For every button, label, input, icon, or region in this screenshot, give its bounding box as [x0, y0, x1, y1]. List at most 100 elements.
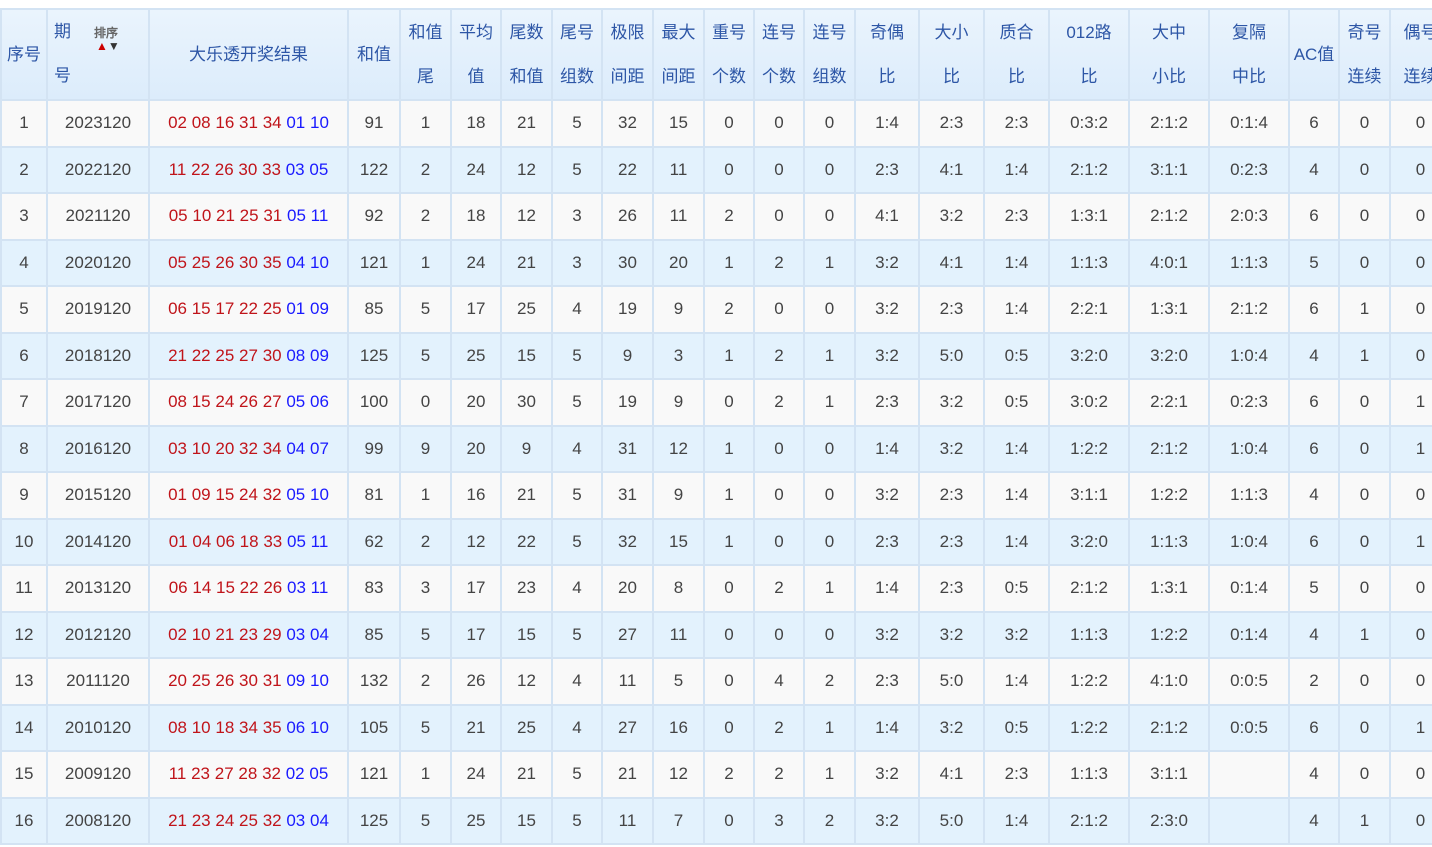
cell-odd-consec: 0: [1338, 657, 1391, 706]
red-ball-number: 08: [168, 392, 187, 412]
cell-consec-count: 0: [753, 145, 805, 194]
cell-sum: 91: [347, 99, 401, 148]
cell-repeat-gap-mid-ratio: 0:1:4: [1208, 564, 1290, 613]
cell-repeat-count: 1: [703, 471, 755, 520]
cell-sum-tail: 1: [399, 238, 452, 287]
red-ball-number: 15: [191, 392, 211, 412]
red-ball-number: 25: [239, 206, 259, 226]
cell-big-mid-small-ratio: 2:3:0: [1128, 796, 1210, 845]
sort-up-arrow-icon[interactable]: ▲: [96, 39, 108, 53]
red-ball-number: 30: [239, 671, 258, 691]
red-ball-number: 29: [262, 624, 282, 644]
red-ball-number: 25: [262, 299, 282, 319]
sort-arrows[interactable]: ▲▼: [96, 40, 120, 52]
cell-prime-ratio: 2:3: [983, 192, 1050, 241]
cell-repeat-gap-mid-ratio: 1:1:3: [1208, 471, 1290, 520]
cell-avg: 18: [450, 192, 502, 241]
cell-big-small-ratio: 3:2: [918, 703, 985, 752]
cell-consec-groups: 0: [803, 517, 856, 566]
header-odd-consec-2: 连续: [1347, 66, 1382, 86]
blue-ball-number: 05: [309, 764, 329, 784]
cell-odd-consec: 1: [1338, 796, 1391, 845]
red-ball-number: 15: [191, 299, 211, 319]
red-ball-number: 33: [262, 159, 281, 179]
cell-big-mid-small-ratio: 1:3:1: [1128, 564, 1210, 613]
cell-even-consec: 0: [1389, 750, 1432, 799]
cell-odd-even-ratio: 3:2: [854, 750, 920, 799]
header-issue-label-1: 期: [54, 22, 71, 41]
cell-route012-ratio: 1:2:2: [1048, 657, 1130, 706]
blue-ball-number: 10: [310, 113, 329, 133]
cell-max-gap: 5: [652, 657, 705, 706]
cell-big-small-ratio: 2:3: [918, 99, 985, 148]
header-seq: 序号: [0, 8, 48, 101]
header-odd-even: 奇偶比: [854, 8, 920, 101]
header-consec-2: 个数: [762, 66, 796, 86]
cell-ac-value: 4: [1288, 796, 1340, 845]
cell-sum-tail: 0: [399, 378, 452, 427]
table-body: 1 2023120 02 08 16 31 34 01 10 91 1 18 21 5 32 15…: [0, 99, 1432, 845]
sort-down-arrow-icon[interactable]: ▼: [107, 39, 120, 53]
red-ball-number: 22: [191, 159, 211, 179]
cell-seq: 9: [0, 471, 48, 520]
header-consec-1: 连号: [762, 22, 796, 42]
cell-odd-even-ratio: 1:4: [854, 564, 920, 613]
cell-sum: 105: [347, 703, 401, 752]
cell-repeat-count: 2: [703, 192, 755, 241]
cell-repeat-gap-mid-ratio: 0:2:3: [1208, 378, 1290, 427]
header-big-mid-small: 大中 小比: [1128, 8, 1210, 101]
red-ball-number: 22: [191, 345, 211, 365]
cell-sum-tail: 2: [399, 192, 452, 241]
cell-consec-groups: 1: [803, 564, 856, 613]
cell-big-small-ratio: 5:0: [918, 657, 985, 706]
cell-even-consec: 1: [1389, 703, 1432, 752]
cell-ac-value: 6: [1288, 424, 1340, 473]
header-even-consec-2: 连续: [1403, 66, 1432, 86]
red-ball-number: 26: [263, 578, 283, 598]
red-ball-number: 24: [215, 810, 235, 830]
cell-consec-count: 4: [753, 657, 805, 706]
header-sum: 和值: [347, 8, 401, 101]
cell-tail-sum: 12: [500, 657, 553, 706]
blue-ball-number: 05: [286, 531, 306, 551]
cell-seq: 13: [0, 657, 48, 706]
cell-result: 02 08 16 31 34 01 10: [148, 99, 349, 148]
cell-tail-sum: 21: [500, 238, 553, 287]
cell-tail-sum: 21: [500, 471, 553, 520]
cell-tail-sum: 25: [500, 703, 553, 752]
cell-odd-even-ratio: 2:3: [854, 657, 920, 706]
red-ball-number: 06: [168, 299, 187, 319]
cell-ac-value: 6: [1288, 378, 1340, 427]
cell-odd-consec: 0: [1338, 99, 1391, 148]
table-row: 12 2012120 02 10 21 23 29 03 04 85 5 17 15 5 27 1…: [0, 610, 1432, 659]
cell-issue: 2022120: [46, 145, 150, 194]
header-big-mid-small-2: 小比: [1152, 66, 1186, 86]
cell-sum-tail: 5: [399, 610, 452, 659]
cell-limit-gap: 30: [601, 238, 654, 287]
cell-odd-even-ratio: 3:2: [854, 331, 920, 380]
red-ball-number: 24: [215, 392, 235, 412]
red-ball-number: 11: [168, 764, 187, 784]
blue-ball-number: 09: [310, 299, 329, 319]
cell-odd-consec: 0: [1338, 517, 1391, 566]
table-row: 3 2021120 05 10 21 25 31 05 11 92 2 18 12 3 26 11…: [0, 192, 1432, 241]
header-issue[interactable]: 期 号 排序 ▲▼: [46, 8, 150, 101]
cell-ac-value: 6: [1288, 192, 1340, 241]
cell-prime-ratio: 0:5: [983, 564, 1050, 613]
cell-route012-ratio: 2:1:2: [1048, 145, 1130, 194]
cell-repeat-gap-mid-ratio: 2:1:2: [1208, 285, 1290, 334]
cell-result: 21 22 25 27 30 08 09: [148, 331, 349, 380]
cell-odd-consec: 0: [1338, 750, 1391, 799]
cell-tail-groups: 5: [551, 378, 603, 427]
cell-repeat-count: 0: [703, 99, 755, 148]
sort-label[interactable]: 排序: [94, 26, 119, 40]
cell-consec-groups: 0: [803, 471, 856, 520]
cell-issue: 2020120: [46, 238, 150, 287]
cell-issue: 2013120: [46, 564, 150, 613]
cell-limit-gap: 31: [601, 424, 654, 473]
cell-prime-ratio: 1:4: [983, 796, 1050, 845]
cell-ac-value: 6: [1288, 517, 1340, 566]
cell-big-mid-small-ratio: 4:0:1: [1128, 238, 1210, 287]
cell-sum-tail: 2: [399, 517, 452, 566]
cell-sum-tail: 5: [399, 285, 452, 334]
